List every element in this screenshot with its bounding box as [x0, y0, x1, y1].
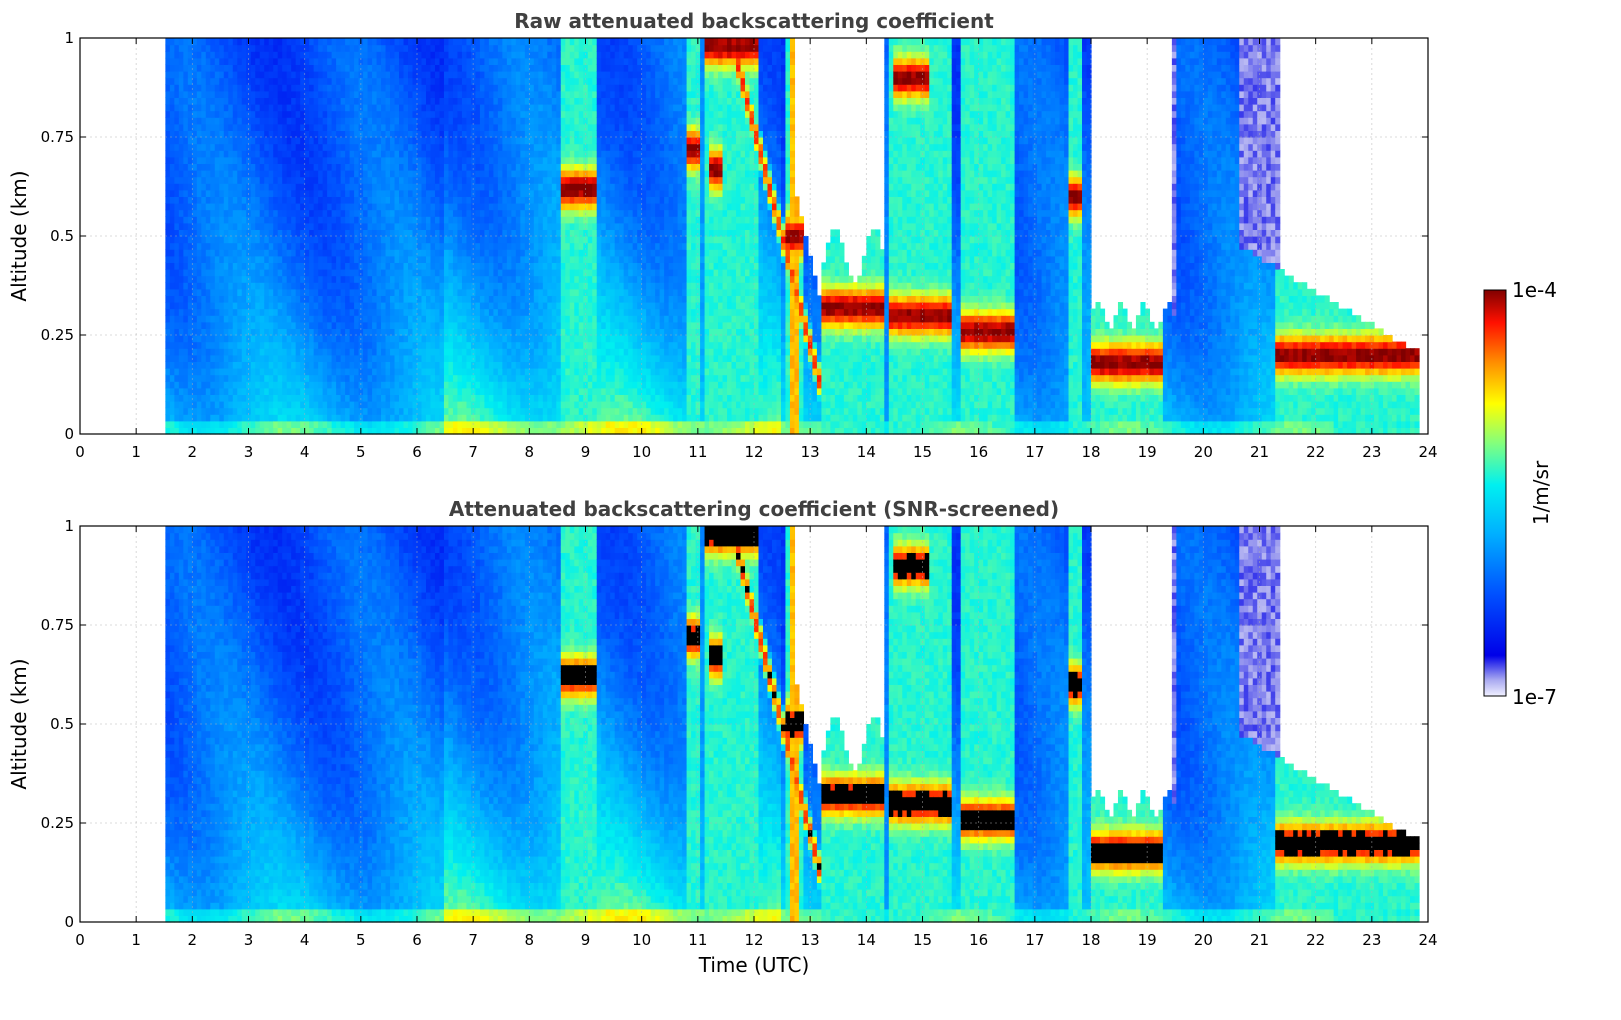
- x-tick-label: 1: [131, 443, 141, 461]
- y-tick-label: 0.25: [41, 326, 74, 344]
- x-tick-label: 13: [801, 443, 820, 461]
- x-tick-label: 7: [468, 931, 478, 949]
- grid: [80, 38, 1428, 434]
- x-tick-label: 9: [581, 931, 591, 949]
- y-axis-label: Altitude (km): [7, 170, 31, 301]
- x-tick-label: 6: [412, 443, 422, 461]
- grid: [80, 526, 1428, 922]
- x-tick-label: 20: [1194, 443, 1213, 461]
- y-tick-label: 0.5: [50, 227, 74, 245]
- x-tick-label: 8: [525, 931, 535, 949]
- x-tick-label: 14: [857, 931, 876, 949]
- panel-title: Attenuated backscattering coefficient (S…: [449, 497, 1059, 521]
- colorbar-gradient: [1483, 289, 1507, 697]
- x-tick-label: 15: [913, 931, 932, 949]
- x-tick-label: 12: [744, 443, 763, 461]
- y-tick-label: 0.75: [41, 128, 74, 146]
- x-tick-label: 0: [75, 931, 85, 949]
- x-axis-label: Time (UTC): [698, 953, 810, 977]
- x-tick-label: 2: [188, 931, 198, 949]
- x-tick-label: 16: [969, 443, 988, 461]
- panel-screened: 0 1 2 3 4 5 6 7 8 9 10 11 12 13 14 15 16 17 18 19 20 21 22 23 24…: [7, 497, 1438, 977]
- x-tick-label: 21: [1250, 443, 1269, 461]
- y-tick-label: 0.5: [50, 715, 74, 733]
- x-tick-label: 9: [581, 443, 591, 461]
- x-tick-label: 18: [1081, 443, 1100, 461]
- x-tick-label: 17: [1025, 443, 1044, 461]
- x-tick-label: 15: [913, 443, 932, 461]
- x-tick-label: 3: [244, 443, 254, 461]
- x-tick-label: 5: [356, 443, 366, 461]
- x-tick-label: 11: [688, 443, 707, 461]
- panel-title: Raw attenuated backscattering coefficien…: [514, 9, 994, 33]
- y-axis-label: Altitude (km): [7, 658, 31, 789]
- x-tick-label: 14: [857, 443, 876, 461]
- x-tick-label: 2: [188, 443, 198, 461]
- x-tick-label: 11: [688, 931, 707, 949]
- x-tick-label: 8: [525, 443, 535, 461]
- x-tick-label: 18: [1081, 931, 1100, 949]
- x-tick-label: 0: [75, 443, 85, 461]
- x-tick-label: 7: [468, 443, 478, 461]
- colorbar-unit-label: 1/m/sr: [1529, 460, 1553, 525]
- x-tick-label: 19: [1138, 931, 1157, 949]
- x-tick-label: 23: [1362, 931, 1381, 949]
- x-tick-label: 1: [131, 931, 141, 949]
- y-tick-label: 0.25: [41, 814, 74, 832]
- x-tick-label: 23: [1362, 443, 1381, 461]
- x-tick-label: 13: [801, 931, 820, 949]
- x-tick-label: 19: [1138, 443, 1157, 461]
- panel-raw: 0 1 2 3 4 5 6 7 8 9 10 11 12 13 14 15 16 17 18 19 20 21 22 23 24…: [7, 9, 1438, 461]
- y-tick-label: 1: [64, 517, 74, 535]
- y-tick-label: 1: [64, 29, 74, 47]
- x-tick-label: 21: [1250, 931, 1269, 949]
- x-tick-label: 22: [1306, 443, 1325, 461]
- x-tick-label: 4: [300, 443, 310, 461]
- x-tick-label: 24: [1418, 931, 1437, 949]
- x-tick-label: 3: [244, 931, 254, 949]
- x-tick-label: 10: [632, 931, 651, 949]
- x-tick-label: 6: [412, 931, 422, 949]
- x-tick-label: 12: [744, 931, 763, 949]
- x-tick-label: 24: [1418, 443, 1437, 461]
- y-tick-label: 0: [64, 425, 74, 443]
- x-tick-label: 17: [1025, 931, 1044, 949]
- x-tick-label: 5: [356, 931, 366, 949]
- x-tick-label: 20: [1194, 931, 1213, 949]
- colorbar-max-label: 1e-4: [1512, 278, 1557, 302]
- y-tick-label: 0: [64, 913, 74, 931]
- x-tick-label: 4: [300, 931, 310, 949]
- x-tick-label: 16: [969, 931, 988, 949]
- colorbar: 1e-4 1e-7 1/m/sr: [1483, 278, 1557, 709]
- x-tick-label: 10: [632, 443, 651, 461]
- y-tick-label: 0.75: [41, 616, 74, 634]
- heatmap-cells: [165, 38, 1420, 435]
- x-tick-label: 22: [1306, 931, 1325, 949]
- colorbar-min-label: 1e-7: [1512, 685, 1557, 709]
- heatmap-cells: [165, 526, 1420, 923]
